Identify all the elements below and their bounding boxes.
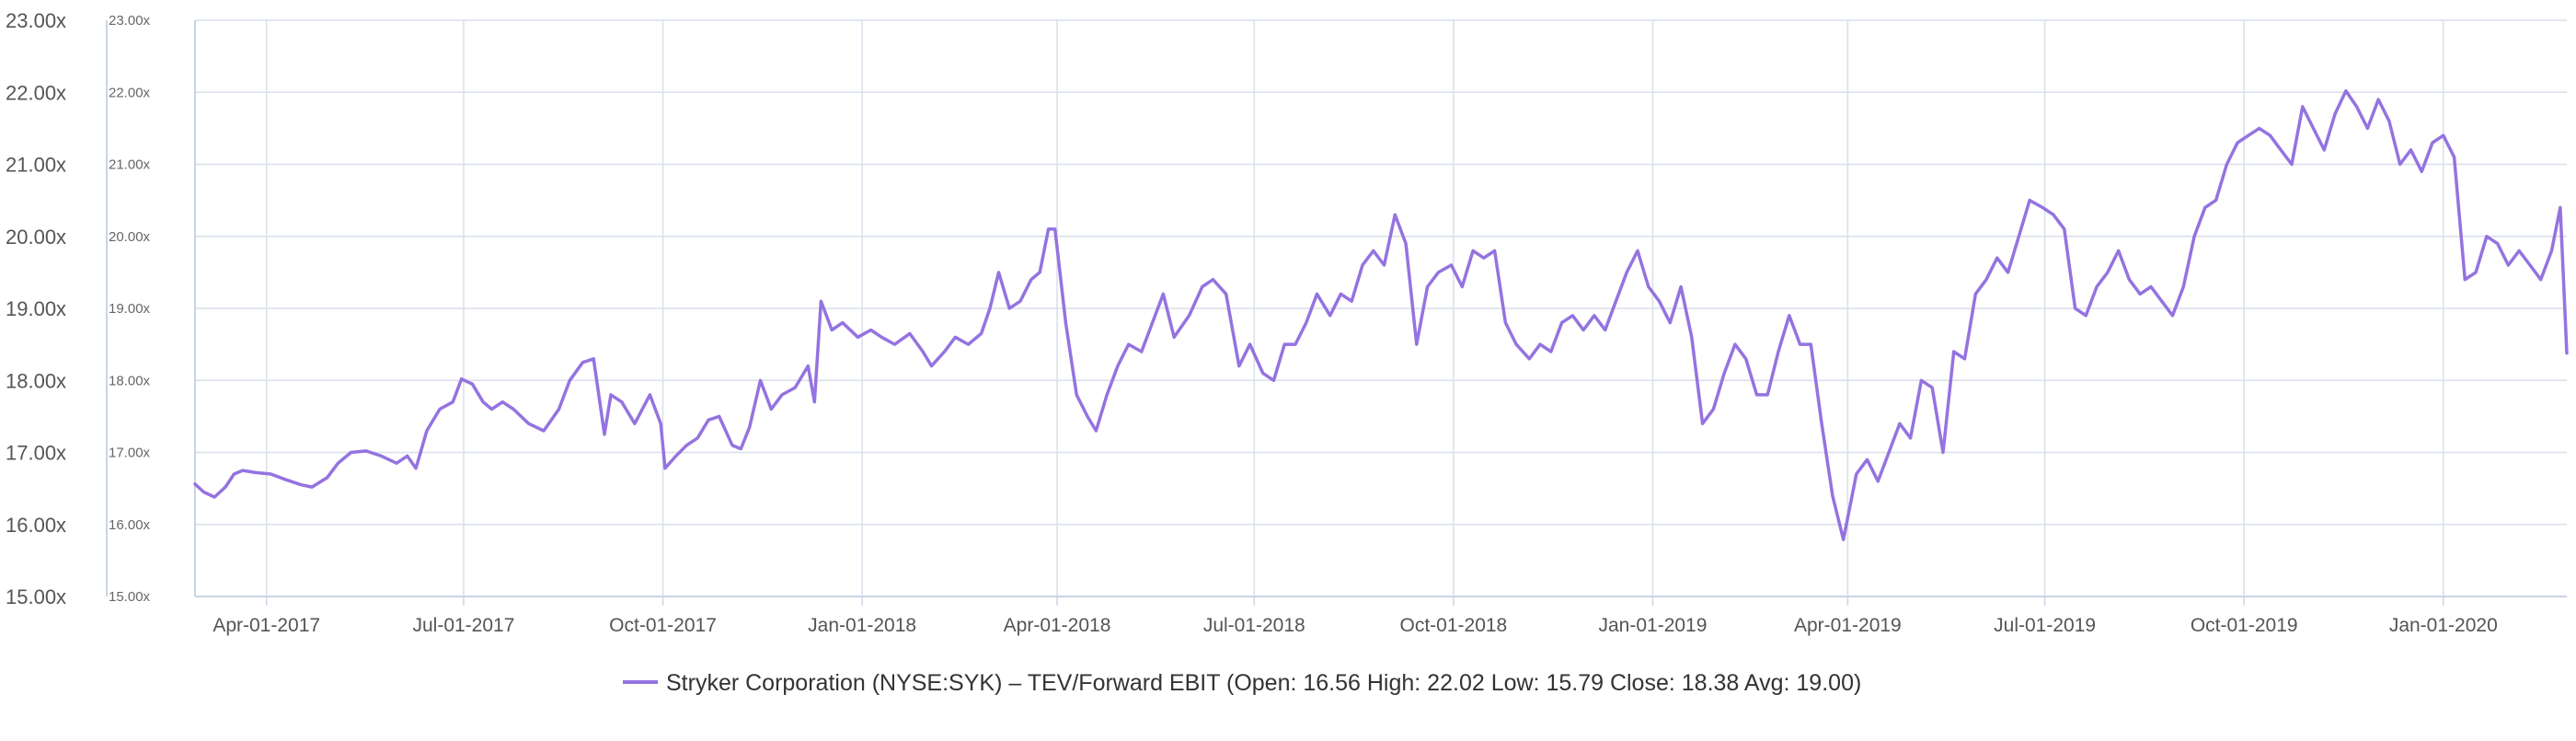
y-tick-label: 17.00x [6, 442, 66, 465]
series-layer [193, 88, 2569, 541]
x-tick-label: Jul-01-2019 [1994, 615, 2096, 636]
y-tick-labels: 15.00x 15.00x 16.00x 16.00x 17.00x 17.00x 18.0… [6, 9, 151, 608]
y-tick-label: 18.00x [6, 369, 66, 392]
y-tick-label-inner: 22.00x [109, 85, 151, 100]
y-tick-label-inner: 19.00x [109, 301, 151, 317]
y-tick-label: 21.00x [6, 154, 66, 177]
x-tick-label: Oct-01-2017 [609, 615, 717, 636]
legend[interactable]: Stryker Corporation (NYSE:SYK) – TEV/For… [623, 670, 1861, 696]
x-tick-label: Jul-01-2017 [412, 615, 514, 636]
legend-label[interactable]: Stryker Corporation (NYSE:SYK) – TEV/For… [666, 670, 1861, 696]
x-tick-label: Jul-01-2018 [1203, 615, 1305, 636]
axis-layer [106, 20, 2567, 597]
series-line[interactable] [193, 88, 2569, 541]
y-tick-label-inner: 15.00x [109, 589, 151, 605]
y-tick-label: 15.00x [6, 585, 66, 608]
x-tick-label: Jan-01-2020 [2389, 615, 2498, 636]
x-tick-label: Apr-01-2017 [213, 615, 320, 636]
y-tick-label-inner: 21.00x [109, 157, 151, 173]
x-tick-label: Oct-01-2018 [1400, 615, 1508, 636]
y-tick-label: 16.00x [6, 514, 66, 537]
x-tick-label: Jan-01-2018 [808, 615, 916, 636]
y-tick-label: 20.00x [6, 226, 66, 249]
y-tick-label-inner: 23.00x [109, 13, 151, 29]
y-tick-label-inner: 18.00x [109, 373, 151, 388]
y-tick-label-inner: 16.00x [109, 517, 151, 533]
y-tick-label-inner: 20.00x [109, 229, 151, 245]
y-tick-label: 19.00x [6, 297, 66, 320]
x-tick-label: Apr-01-2019 [1794, 615, 1902, 636]
y-tick-label-inner: 17.00x [109, 446, 151, 461]
y-tick-label: 23.00x [6, 9, 66, 32]
grid-layer [195, 19, 2567, 606]
x-tick-label: Jan-01-2019 [1599, 615, 1708, 636]
x-tick-labels: Apr-01-2017 Jul-01-2017 Oct-01-2017 Jan-01-… [213, 615, 2497, 636]
x-tick-label: Oct-01-2019 [2191, 615, 2298, 636]
x-tick-label: Apr-01-2018 [1004, 615, 1111, 636]
y-tick-label: 22.00x [6, 81, 66, 104]
